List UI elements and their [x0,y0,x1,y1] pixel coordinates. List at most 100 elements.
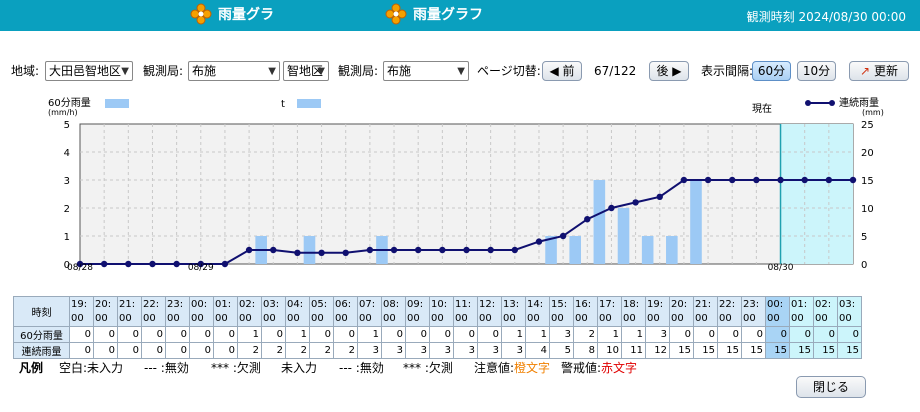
hourly-cell: 0 [693,326,718,343]
area-select[interactable]: 大田邑智地区 ▼ [45,61,133,81]
hourly-rain-bar [617,208,630,264]
station-select[interactable]: 布施 ▼ [188,61,280,81]
table-row-cumulative: 連続雨量 0 0 0 0 0 0 0 2 2 2 2 2 3 3 3 3 3 3 3 4 5 8 10 11 12 15 15 15 1… [13,342,862,359]
cumulative-legend-marker [829,100,835,106]
hourly-cell: 3 [549,326,574,343]
interval-10-button[interactable]: 10分 [797,61,836,81]
hourly-rain-bar [641,236,654,264]
next-page-button[interactable]: 後 ▶ [649,61,689,81]
observation-time: 観測時刻 2024/08/30 00:00 [747,8,906,25]
hourly-cell: 0 [717,326,742,343]
cumulative-rain-point [100,260,108,268]
left-tick-label: 2 [64,204,70,215]
cumulative-cell: 0 [165,342,190,359]
legend-invalid: --- :無効 [144,361,189,375]
time-cell: 13: 00 [501,296,526,327]
title-left-group: 雨量グラ [190,3,274,25]
cumulative-rain-point [584,216,591,223]
time-cell: 22: 00 [717,296,742,327]
hourly-cell: 0 [141,326,166,343]
hourly-cell: 0 [669,326,694,343]
prev-page-button[interactable]: ◀ 前 [542,61,582,81]
hourly-cell: 0 [189,326,214,343]
time-cell-hour: 21: [695,298,712,310]
hourly-rain-bar [666,236,678,264]
cumulative-cell: 15 [669,342,694,359]
time-cell: 12: 00 [477,296,502,327]
time-cell-minute: 00 [143,312,156,324]
time-cell-minute: 00 [623,312,636,324]
time-cell-minute: 00 [767,312,780,324]
cumulative-cell: 11 [621,342,646,359]
cumulative-rain-point [76,260,84,268]
legend-caution: 注意値:橙文字 [474,359,550,376]
time-cell: 00: 00 [765,296,790,327]
time-cell-minute: 00 [503,312,516,324]
time-cell: 19: 00 [645,296,670,327]
refresh-button[interactable]: ↗ 更新 [849,61,909,81]
left-axis-label: 60分雨量 [48,97,91,109]
time-cell-hour: 05: [311,298,328,310]
close-button[interactable]: 閉じる [796,376,866,398]
right-tick-label: 20 [861,148,874,159]
time-cell-hour: 10: [431,298,448,310]
right-tick-label: 25 [861,120,874,131]
time-cell: 03: 00 [261,296,286,327]
time-cell-minute: 00 [551,312,564,324]
cumulative-rain-point [608,204,615,212]
time-cell-hour: 01: [791,298,808,310]
station-label: 観測局: [143,64,184,78]
hourly-legend-swatch-secondary [297,99,321,108]
hourly-cell: 1 [525,326,550,343]
hourly-rain-bar [545,236,557,264]
cumulative-cell: 3 [381,342,406,359]
time-cell-hour: 20: [95,298,112,310]
legend-blank-secondary: 未入力 [281,361,318,375]
interval-label: 表示間隔: [701,64,754,78]
hourly-cell: 1 [501,326,526,343]
cumulative-cell: 0 [69,342,94,359]
time-cell-hour: 09: [407,298,424,310]
time-cell: 21: 00 [117,296,142,327]
hourly-cell: 0 [213,326,238,343]
time-cell: 02: 00 [813,296,838,327]
area-select-secondary[interactable]: 智地区 ▼ [283,61,329,81]
cumulative-rain-point [849,176,857,184]
time-cell-hour: 23: [167,298,184,310]
legend-fragment: t [281,99,285,110]
rainfall-chart: 60分雨量 (mm/h) t 現在 連続雨量 (mm) 0 1 2 3 4 5 0 5 10 15… [48,96,884,272]
time-cell-minute: 00 [695,312,708,324]
data-table: 時刻 19: 00 20: 00 21: 00 22: 00 23: 00 00: 00 01: 00 02… [13,296,862,359]
interval-60-button[interactable]: 60分 [752,61,791,81]
cumulative-cell: 0 [141,342,166,359]
time-cell-hour: 17: [599,298,616,310]
hourly-cell: 1 [597,326,622,343]
cumulative-cell: 15 [813,342,838,359]
hourly-cell: 0 [429,326,454,343]
hourly-cell: 0 [69,326,94,343]
hourly-rain-bar [593,180,606,264]
cumulative-rain-point [270,246,277,254]
page-title-right: 雨量グラフ [413,7,483,23]
right-tick-label: 15 [861,176,874,187]
page-switch-label: ページ切替: [477,64,541,78]
cumulative-cell: 0 [213,342,238,359]
cumulative-cell: 15 [741,342,766,359]
time-cell: 07: 00 [357,296,382,327]
cumulative-cell: 3 [429,342,454,359]
area-select-value: 大田邑智地区 [49,64,122,78]
hourly-cell: 0 [93,326,118,343]
page-indicator: 67/122 [594,64,637,78]
time-cell-hour: 00: [191,298,208,310]
cumulative-rain-point [801,176,808,184]
time-cell-hour: 02: [239,298,256,310]
time-cell-minute: 00 [71,312,84,324]
hourly-rain-bar [569,236,582,264]
station-select-secondary[interactable]: 布施 ▼ [383,61,469,81]
hourly-row-label: 60分雨量 [13,326,70,343]
time-cell-minute: 00 [191,312,204,324]
cumulative-rain-point [463,246,470,254]
cumulative-cell: 5 [549,342,574,359]
time-cell-hour: 19: [647,298,664,310]
